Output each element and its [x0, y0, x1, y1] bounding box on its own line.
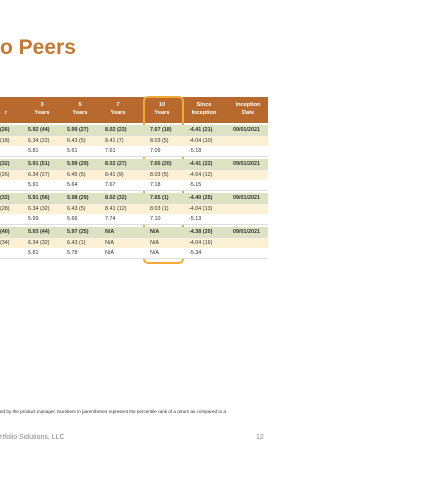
table-row — [0, 146, 268, 157]
table-cell: 6.43 (5) — [67, 205, 86, 212]
table-cell: 5.92 (44) — [28, 127, 50, 133]
header-cell: r — [4, 110, 8, 116]
table-cell: 5.93 (44) — [28, 229, 50, 235]
table-cell: -4.41 (22) — [189, 161, 213, 167]
table-cell: 7.65 (1) — [150, 195, 169, 201]
header-cell: Date — [241, 110, 255, 116]
table-cell: N/A — [105, 229, 115, 235]
table-cell: 6.43 (1) — [67, 239, 86, 246]
table-cell: 09/01/2021 — [233, 195, 260, 201]
table-cell: 09/01/2021 — [233, 161, 260, 167]
table-cell: -4.04 (10) — [189, 137, 213, 144]
table-cell: -5.34 — [189, 250, 202, 256]
header-cell: 3 — [40, 102, 44, 108]
table-cell: 5.91 (56) — [28, 195, 50, 201]
table-cell: 5.64 — [67, 182, 78, 188]
table-cell: 6.34 (27) — [28, 171, 50, 178]
table-cell: 7.09 — [150, 148, 161, 154]
table-cell: -5.13 — [189, 216, 202, 222]
table-cell: -4.40 (25) — [189, 195, 213, 201]
table-cell: 7.67 (18) — [150, 127, 172, 133]
table-cell: 8.02 (32) — [105, 195, 127, 201]
table-cell: (26) — [0, 171, 10, 178]
header-cell: 10 — [158, 102, 166, 108]
table-cell: 5.81 — [28, 148, 39, 154]
footnote: ed by the product manager. Numbers in pa… — [0, 409, 226, 414]
table-cell: 5.98 (29) — [67, 195, 89, 201]
table-cell: 6.34 (32) — [28, 205, 50, 212]
table-cell: 8.03 (5) — [150, 171, 169, 178]
table-cell: 5.66 — [67, 216, 78, 222]
table-cell: 6.43 (5) — [67, 137, 86, 144]
table-cell: 6.34 (32) — [28, 239, 50, 246]
table-cell: (26) — [0, 127, 10, 133]
table-cell: 8.41 (9) — [105, 171, 124, 178]
header-cell: Since — [196, 102, 212, 108]
table-cell: N/A — [105, 239, 114, 246]
header-cell: Years — [110, 110, 126, 116]
table-cell: (28) — [0, 205, 10, 212]
table-cell: (32) — [0, 161, 10, 167]
table-cell: 7.74 — [105, 216, 116, 222]
table-cell: (34) — [0, 239, 10, 246]
table-cell: 8.03 (5) — [150, 137, 169, 144]
table-cell: -4.38 (20) — [189, 229, 213, 235]
table-cell: 7.67 — [105, 182, 116, 188]
table-cell: (18) — [0, 137, 10, 144]
table-cell: 7.10 — [150, 216, 161, 222]
table-cell: N/A — [150, 239, 159, 246]
table-cell: -5.18 — [189, 148, 202, 154]
header-cell: 7 — [116, 102, 120, 108]
table-cell: -4.04 (16) — [189, 239, 213, 246]
table-cell: -4.04 (12) — [189, 171, 213, 178]
table-cell: 5.99 — [28, 216, 39, 222]
table-cell: 5.81 — [28, 250, 39, 256]
table-cell: (40) — [0, 229, 10, 235]
table-cell: 6.45 (5) — [67, 171, 86, 178]
table-row — [0, 180, 268, 191]
header-cell: Years — [154, 110, 170, 116]
table-row — [0, 248, 268, 259]
table-cell: -4.41 (21) — [189, 127, 213, 133]
table-cell: 5.99 (27) — [67, 127, 89, 133]
table-cell: 09/01/2021 — [233, 127, 260, 133]
table-cell: 5.97 (25) — [67, 229, 89, 235]
table-cell: (32) — [0, 195, 10, 201]
table-cell: 7.65 (20) — [150, 161, 172, 167]
table-cell: N/A — [150, 250, 159, 256]
table-cell: 5.91 (51) — [28, 161, 50, 167]
table-cell: 5.78 — [67, 250, 78, 256]
table-cell: -4.04 (13) — [189, 205, 213, 212]
table-cell: N/A — [105, 250, 114, 256]
table-cell: 7.18 — [150, 182, 161, 188]
header-cell: Years — [34, 110, 50, 116]
footer-company: rtfolio Solutions, LLC — [0, 434, 65, 441]
table-cell: 8.02 (23) — [105, 127, 127, 133]
page-number: 12 — [256, 434, 264, 441]
table-header — [0, 97, 268, 123]
table-cell: 5.61 — [67, 148, 78, 154]
table-cell: 8.41 (7) — [105, 137, 124, 144]
slide-title: o Peers — [0, 36, 76, 59]
header-cell: 5 — [78, 102, 82, 108]
table-cell: -5.15 — [189, 182, 202, 188]
table-cell: 09/01/2021 — [233, 229, 260, 235]
header-cell: Inception — [191, 110, 217, 116]
table-cell: 5.91 — [28, 182, 39, 188]
table-cell: 8.03 (1) — [150, 205, 169, 212]
table-row — [0, 214, 268, 225]
table-cell: 6.34 (22) — [28, 137, 50, 144]
table-cell: 5.99 (29) — [67, 161, 89, 167]
table-cell: N/A — [150, 229, 160, 235]
table-cell: 7.61 — [105, 148, 116, 154]
table-cell: 8.02 (27) — [105, 161, 127, 167]
header-cell: Years — [72, 110, 88, 116]
table-cell: 8.41 (12) — [105, 205, 127, 212]
header-cell: Inception — [235, 102, 261, 108]
